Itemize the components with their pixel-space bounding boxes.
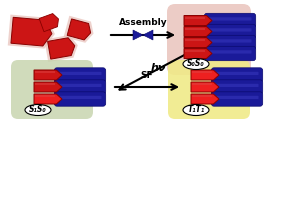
Polygon shape: [8, 15, 55, 49]
FancyBboxPatch shape: [54, 92, 106, 106]
Polygon shape: [34, 82, 62, 92]
Text: T₁T₁: T₁T₁: [187, 106, 205, 114]
FancyBboxPatch shape: [168, 60, 250, 119]
FancyBboxPatch shape: [209, 28, 251, 32]
FancyBboxPatch shape: [58, 72, 101, 75]
FancyBboxPatch shape: [11, 60, 93, 119]
Polygon shape: [185, 27, 205, 29]
Text: S₁S₀: S₁S₀: [29, 106, 47, 114]
Polygon shape: [192, 95, 212, 97]
Polygon shape: [143, 30, 153, 40]
Polygon shape: [192, 71, 212, 73]
Polygon shape: [184, 38, 212, 47]
FancyBboxPatch shape: [211, 92, 263, 106]
Polygon shape: [11, 17, 52, 46]
FancyBboxPatch shape: [167, 4, 251, 75]
Polygon shape: [184, 48, 212, 58]
FancyBboxPatch shape: [209, 50, 251, 54]
FancyBboxPatch shape: [215, 72, 259, 75]
Ellipse shape: [183, 58, 209, 70]
Polygon shape: [48, 38, 75, 59]
Polygon shape: [184, 16, 212, 25]
Polygon shape: [35, 71, 55, 73]
Polygon shape: [133, 30, 143, 40]
Polygon shape: [34, 70, 62, 80]
FancyBboxPatch shape: [204, 24, 256, 39]
FancyBboxPatch shape: [209, 17, 251, 21]
Polygon shape: [191, 94, 219, 104]
Text: Assembly: Assembly: [119, 18, 167, 27]
FancyBboxPatch shape: [58, 84, 101, 87]
Polygon shape: [35, 95, 55, 97]
Polygon shape: [192, 83, 212, 85]
Polygon shape: [34, 94, 62, 104]
FancyBboxPatch shape: [215, 96, 259, 99]
Polygon shape: [39, 14, 58, 32]
Ellipse shape: [25, 104, 51, 116]
Polygon shape: [44, 35, 78, 62]
Polygon shape: [185, 17, 205, 19]
Polygon shape: [67, 19, 91, 40]
Ellipse shape: [183, 104, 209, 116]
FancyBboxPatch shape: [204, 46, 256, 61]
FancyBboxPatch shape: [211, 68, 263, 82]
FancyBboxPatch shape: [211, 80, 263, 94]
Polygon shape: [35, 83, 55, 85]
FancyBboxPatch shape: [215, 84, 259, 87]
FancyBboxPatch shape: [54, 80, 106, 94]
Polygon shape: [185, 49, 205, 51]
Polygon shape: [184, 26, 212, 36]
Text: SF: SF: [141, 71, 153, 80]
FancyBboxPatch shape: [204, 13, 256, 28]
FancyBboxPatch shape: [209, 39, 251, 43]
FancyBboxPatch shape: [58, 96, 101, 99]
Polygon shape: [191, 70, 219, 80]
FancyBboxPatch shape: [204, 35, 256, 50]
Polygon shape: [64, 16, 94, 43]
Polygon shape: [191, 82, 219, 92]
Polygon shape: [39, 14, 58, 32]
Text: hν: hν: [150, 63, 166, 73]
Text: S₀S₀: S₀S₀: [187, 60, 205, 68]
FancyBboxPatch shape: [54, 68, 106, 82]
Polygon shape: [185, 38, 205, 40]
